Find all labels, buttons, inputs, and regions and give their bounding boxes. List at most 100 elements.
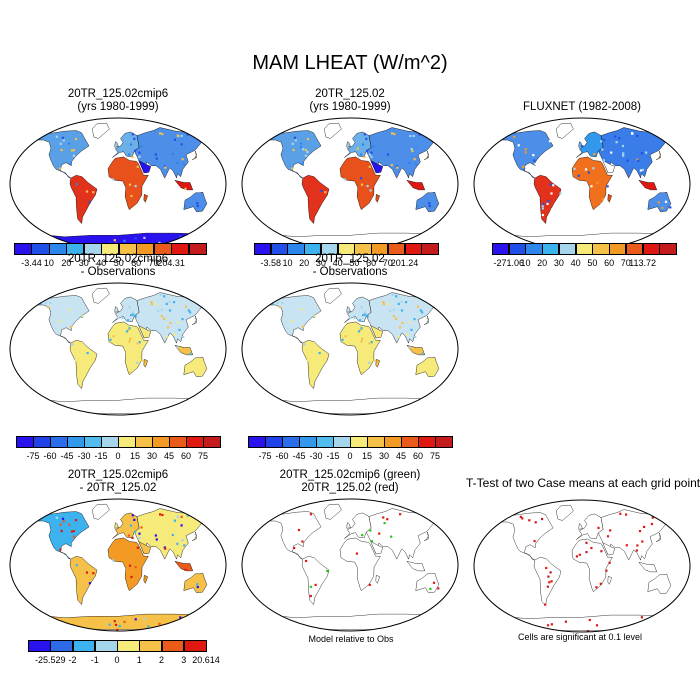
- grid-cell: [386, 153, 389, 156]
- colorbar-tick-label: 10: [282, 258, 293, 268]
- continent-africa: [571, 156, 613, 211]
- colorbar-swatch: [367, 436, 385, 448]
- grid-cell: [361, 143, 365, 146]
- grid-cell: [544, 603, 547, 606]
- grid-cell: [129, 524, 133, 527]
- colorbar-diff-ab: -25.529 -2 -1 0 1 2 3 20.614: [28, 640, 220, 668]
- grid-cell: [85, 190, 89, 193]
- grid-cell: [128, 327, 131, 330]
- grid-cell: [65, 627, 68, 630]
- grid-cell: [138, 536, 141, 539]
- grid-cell: [160, 308, 163, 311]
- grid-cell: [378, 532, 381, 535]
- grid-cell: [158, 241, 161, 244]
- continent-antarctica: [498, 614, 667, 631]
- grid-cell: [294, 139, 297, 142]
- colorbar-tick-label: 0: [347, 451, 353, 461]
- grid-cell: [382, 301, 385, 304]
- grid-cell: [168, 309, 172, 312]
- grid-cell: [62, 520, 65, 523]
- grid-cell: [72, 149, 75, 152]
- colorbar-tick-label: -45: [60, 451, 74, 461]
- colorbar-swatch: [316, 436, 334, 448]
- continent-indonesia: [638, 561, 658, 573]
- continent-japan: [656, 532, 661, 542]
- colorbar-swatch: [642, 243, 660, 255]
- grid-cell: [133, 137, 136, 140]
- grid-cell: [428, 202, 431, 205]
- grid-cell: [550, 208, 554, 211]
- figure-title: MAM LHEAT (W/m^2): [252, 52, 448, 74]
- continent-antarctica: [34, 397, 203, 414]
- grid-cell: [134, 618, 137, 621]
- grid-cell: [138, 151, 141, 154]
- continent-uk: [346, 141, 351, 148]
- grid-cell: [276, 302, 279, 305]
- colorbar-swatch: [265, 436, 283, 448]
- continent-madagascar: [143, 194, 148, 203]
- grid-cell: [368, 153, 371, 156]
- grid-cell: [368, 583, 371, 586]
- grid-cell: [166, 326, 170, 329]
- grid-cell: [196, 204, 199, 208]
- continent-australia: [183, 356, 208, 378]
- grid-cell: [75, 564, 78, 567]
- grid-cell: [614, 135, 617, 138]
- grid-cell: [128, 340, 131, 343]
- panel-title-line2: (yrs 1980-1999): [309, 101, 391, 113]
- continent-europe: [344, 296, 372, 323]
- colorbar-diff-a: -75 -60 -45 -30 -15 0 15 30 45 60 75: [16, 436, 221, 464]
- grid-cell: [548, 581, 551, 584]
- colorbar-swatch: [28, 640, 51, 652]
- grid-cell: [130, 575, 133, 579]
- colorbar-tick-label: 30: [78, 258, 89, 268]
- grid-cell: [370, 155, 373, 158]
- grid-cell: [534, 162, 537, 166]
- grid-cell: [432, 581, 436, 584]
- colorbar-tick-label: 75: [429, 451, 441, 461]
- grid-cell: [159, 513, 162, 516]
- colorbar-swatch: [84, 436, 102, 448]
- grid-cell: [138, 532, 141, 535]
- grid-cell: [134, 149, 137, 152]
- grid-cell: [549, 571, 552, 574]
- grid-cell: [189, 352, 192, 355]
- continent-arabia: [370, 160, 384, 174]
- panel-diff-ab: 20TR_125.02cmip6 - 20TR_125.02: [2, 469, 234, 635]
- grid-cell: [159, 293, 162, 296]
- colorbar-tick-label: 0: [114, 655, 120, 665]
- grid-cell: [369, 529, 372, 532]
- grid-cell: [306, 359, 309, 362]
- continent-arabia: [602, 160, 616, 174]
- grid-cell: [581, 145, 584, 148]
- grid-cell: [548, 140, 552, 143]
- colorbar-swatch: [101, 436, 119, 448]
- colorbar-swatch: [183, 640, 207, 652]
- grid-cell: [550, 192, 553, 195]
- grid-cell: [183, 544, 186, 547]
- grid-cell: [361, 534, 364, 537]
- continent-japan: [424, 315, 429, 325]
- grid-cell: [363, 133, 366, 136]
- grid-cell: [52, 626, 55, 629]
- grid-cell: [356, 147, 359, 150]
- grid-cell: [409, 135, 412, 138]
- grid-cell: [419, 309, 422, 312]
- grid-cell: [395, 317, 398, 321]
- grid-cell: [398, 326, 402, 329]
- colorbar-tick-label: 15: [361, 451, 373, 461]
- colorbar-swatch: [625, 243, 644, 255]
- continent-madagascar: [375, 194, 380, 203]
- grid-cell: [70, 149, 74, 152]
- grid-cell: [430, 518, 433, 521]
- colorbar-tick-label: 2: [158, 655, 165, 665]
- colorbar-tick-label: -15: [326, 451, 340, 461]
- grid-cell: [413, 318, 416, 321]
- continent-uk: [114, 522, 119, 529]
- grid-cell: [126, 319, 130, 322]
- grid-cell: [297, 528, 301, 532]
- continent-europe: [344, 512, 372, 539]
- grid-cell: [602, 159, 605, 162]
- colorbar-swatch: [72, 640, 96, 652]
- continent-samerica: [533, 556, 562, 607]
